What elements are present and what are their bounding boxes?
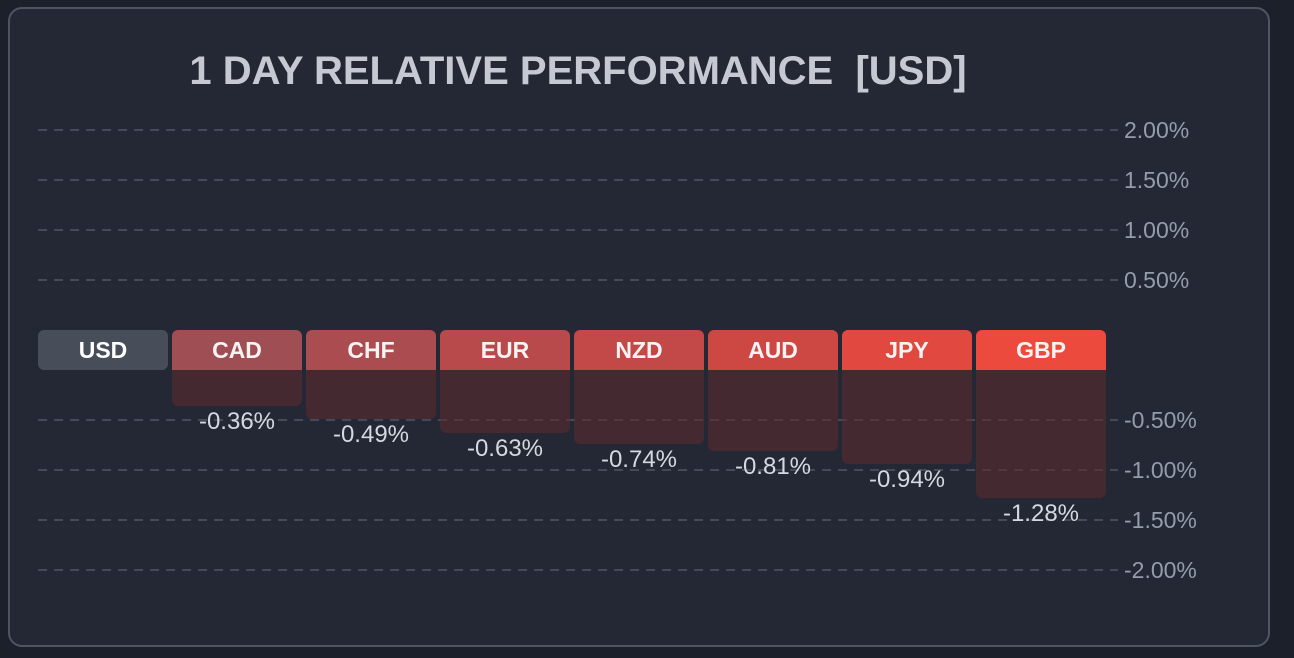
currency-header-CAD[interactable]: CAD [172, 330, 302, 370]
bar-EUR [440, 370, 570, 433]
bar-JPY [842, 370, 972, 464]
currency-header-CHF[interactable]: CHF [306, 330, 436, 370]
bar-value-label: -0.36% [198, 408, 276, 435]
gridline [38, 179, 1118, 181]
bar-NZD [574, 370, 704, 444]
gridline [38, 569, 1118, 571]
bar-value-label: -0.81% [734, 453, 812, 480]
gridline [38, 279, 1118, 281]
currency-header-AUD[interactable]: AUD [708, 330, 838, 370]
y-axis-tick-label: 1.00% [1124, 216, 1190, 243]
gridline [38, 129, 1118, 131]
y-axis-tick-label: -1.00% [1124, 456, 1197, 483]
bar-CAD [172, 370, 302, 406]
gridline [38, 519, 1118, 521]
gridline [38, 469, 1118, 471]
currency-header-USD[interactable]: USD [38, 330, 168, 370]
bar-GBP [976, 370, 1106, 498]
bar-AUD [708, 370, 838, 451]
y-axis-tick-label: -0.50% [1124, 406, 1197, 433]
currency-header-JPY[interactable]: JPY [842, 330, 972, 370]
y-axis-tick-label: -1.50% [1124, 506, 1197, 533]
gridline [38, 229, 1118, 231]
bar-value-label: -1.28% [1002, 500, 1080, 527]
bar-value-label: -0.49% [332, 421, 410, 448]
y-axis-tick-label: -2.00% [1124, 556, 1197, 583]
bar-value-label: -0.94% [868, 466, 946, 493]
bar-value-label: -0.63% [466, 435, 544, 462]
performance-panel: 1 DAY RELATIVE PERFORMANCE [USD] 2.00% 1.… [8, 7, 1270, 647]
bar-value-label: -0.74% [600, 446, 678, 473]
currency-header-EUR[interactable]: EUR [440, 330, 570, 370]
currency-header-GBP[interactable]: GBP [976, 330, 1106, 370]
bar-CHF [306, 370, 436, 419]
currency-header-NZD[interactable]: NZD [574, 330, 704, 370]
y-axis-tick-label: 1.50% [1124, 166, 1190, 193]
chart-title: 1 DAY RELATIVE PERFORMANCE [USD] [189, 49, 967, 93]
y-axis-tick-label: 2.00% [1124, 116, 1190, 143]
y-axis-tick-label: 0.50% [1124, 266, 1190, 293]
